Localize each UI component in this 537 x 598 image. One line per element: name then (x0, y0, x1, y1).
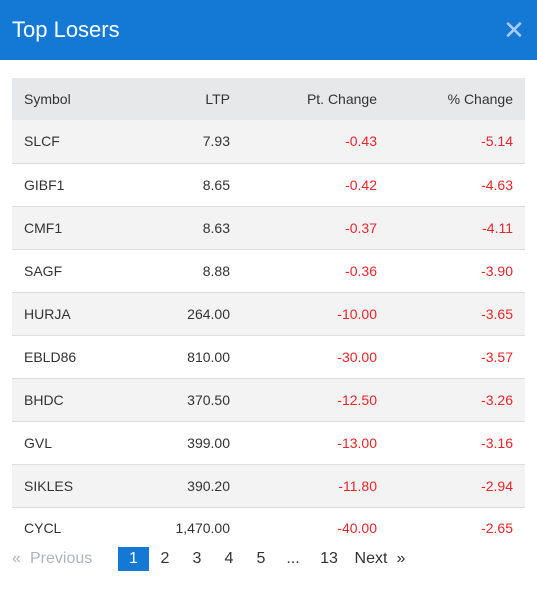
modal-title: Top Losers (12, 17, 120, 42)
close-icon[interactable]: ✕ (503, 15, 525, 45)
column-header-pct-change[interactable]: % Change (447, 91, 513, 107)
pt-change-cell: -0.36 (345, 262, 377, 279)
column-header-symbol[interactable]: Symbol (24, 91, 71, 107)
ltp-cell: 264.00 (187, 305, 230, 322)
ltp-cell: 1,470.00 (175, 519, 231, 536)
symbol-cell: SLCF (24, 133, 60, 150)
symbol-cell: SAGF (24, 262, 63, 279)
page-4-button[interactable]: 4 (224, 550, 234, 567)
page-1-button[interactable]: 1 (118, 547, 149, 571)
last-page-arrow[interactable]: » (396, 550, 406, 567)
ltp-cell: 810.00 (187, 348, 230, 365)
table-row[interactable]: CMF1 8.63 -0.37 -4.11 (12, 206, 525, 249)
ltp-cell: 8.63 (202, 219, 230, 236)
pt-change-cell: -11.80 (338, 477, 377, 494)
table-row[interactable]: SAGF 8.88 -0.36 -3.90 (12, 249, 525, 292)
pt-change-cell: -0.42 (345, 176, 377, 193)
pct-change-cell: -5.14 (481, 133, 513, 150)
symbol-cell: HURJA (24, 305, 71, 322)
pct-change-cell: -4.63 (481, 176, 513, 193)
page-2-button[interactable]: 2 (160, 550, 170, 567)
pt-change-cell: -0.43 (345, 133, 377, 150)
table-row[interactable]: EBLD86 810.00 -30.00 -3.57 (12, 335, 525, 378)
next-button[interactable]: Next (354, 550, 388, 567)
symbol-cell: SIKLES (24, 477, 74, 494)
pt-change-cell: -30.00 (337, 348, 377, 365)
symbol-cell: GVL (24, 434, 53, 451)
pct-change-cell: -2.94 (481, 477, 513, 494)
table-row[interactable]: HURJA 264.00 -10.00 -3.65 (12, 292, 525, 335)
pt-change-cell: -13.00 (337, 434, 377, 451)
table-row[interactable]: SLCF 7.93 -0.43 -5.14 (12, 120, 525, 163)
pagination: « Previous 1 2 3 4 5 ... 13 Next » (12, 547, 409, 571)
table-row[interactable]: CYCL 1,470.00 -40.00 -2.65 (12, 507, 525, 548)
pt-change-cell: -40.00 (337, 519, 377, 536)
pagination-ellipsis: ... (286, 550, 300, 567)
table-row[interactable]: BHDC 370.50 -12.50 -3.26 (12, 378, 525, 421)
ltp-cell: 370.50 (187, 391, 230, 408)
previous-button: Previous (30, 550, 93, 567)
pt-change-cell: -10.00 (337, 305, 377, 322)
pct-change-cell: -3.16 (481, 434, 513, 451)
first-page-arrow: « (12, 550, 21, 567)
column-header-pt-change[interactable]: Pt. Change (306, 91, 377, 107)
pct-change-cell: -4.11 (482, 219, 513, 236)
pct-change-cell: -3.90 (481, 262, 513, 279)
table-row[interactable]: SIKLES 390.20 -11.80 -2.94 (12, 464, 525, 507)
losers-table-container: Symbol LTP Pt. Change % Change SLCF 7.93 -… (12, 78, 525, 548)
pt-change-cell: -0.37 (345, 219, 377, 236)
pct-change-cell: -3.26 (481, 391, 513, 408)
page-13-button[interactable]: 13 (320, 550, 338, 567)
symbol-cell: GIBF1 (24, 176, 65, 193)
symbol-cell: CYCL (24, 519, 62, 536)
page-3-button[interactable]: 3 (192, 550, 202, 567)
modal-header: Top Losers ✕ (0, 0, 537, 60)
ltp-cell: 390.20 (187, 477, 230, 494)
pct-change-cell: -3.57 (481, 348, 513, 365)
symbol-cell: CMF1 (24, 219, 63, 236)
pt-change-cell: -12.50 (337, 391, 377, 408)
table-row[interactable]: GVL 399.00 -13.00 -3.16 (12, 421, 525, 464)
table-header-row: Symbol LTP Pt. Change % Change (12, 78, 525, 120)
ltp-cell: 8.65 (202, 176, 230, 193)
losers-table: Symbol LTP Pt. Change % Change SLCF 7.93 -… (12, 78, 525, 548)
page-5-button[interactable]: 5 (256, 550, 266, 567)
symbol-cell: BHDC (24, 391, 64, 408)
pct-change-cell: -3.65 (481, 305, 513, 322)
table-body: SLCF 7.93 -0.43 -5.14 GIBF1 8.65 -0.42 -4.63 CMF… (12, 120, 525, 548)
table-row[interactable]: GIBF1 8.65 -0.42 -4.63 (12, 163, 525, 206)
symbol-cell: EBLD86 (24, 348, 77, 365)
column-header-ltp[interactable]: LTP (205, 91, 230, 107)
pct-change-cell: -2.65 (481, 519, 513, 536)
ltp-cell: 7.93 (202, 133, 230, 150)
ltp-cell: 8.88 (202, 262, 230, 279)
ltp-cell: 399.00 (187, 434, 230, 451)
